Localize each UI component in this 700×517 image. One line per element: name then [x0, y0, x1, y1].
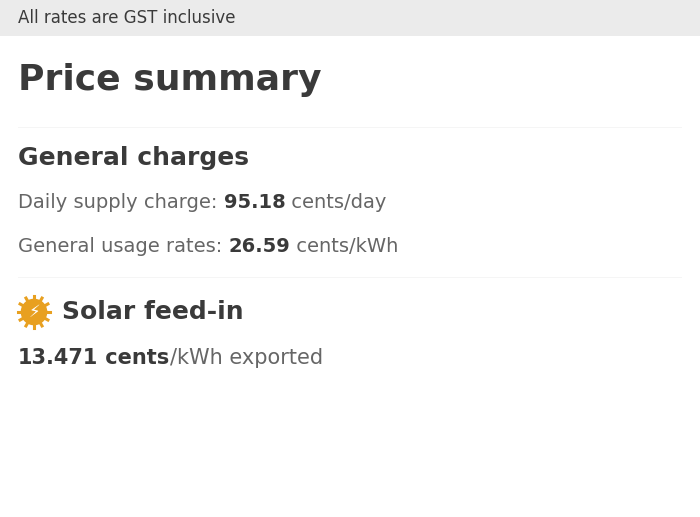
Text: General charges: General charges	[18, 146, 249, 170]
Text: All rates are GST inclusive: All rates are GST inclusive	[18, 9, 235, 27]
Text: Daily supply charge:: Daily supply charge:	[18, 192, 223, 211]
Text: cents: cents	[99, 348, 169, 368]
Text: Price summary: Price summary	[18, 63, 321, 97]
Text: cents/kWh: cents/kWh	[290, 236, 398, 255]
Text: 26.59: 26.59	[228, 236, 290, 255]
Text: cents/day: cents/day	[286, 192, 386, 211]
Text: 95.18: 95.18	[223, 192, 286, 211]
Text: ⚡: ⚡	[28, 303, 40, 321]
Text: Solar feed-in: Solar feed-in	[62, 300, 244, 324]
Text: 13.471: 13.471	[18, 348, 99, 368]
Text: General usage rates:: General usage rates:	[18, 236, 228, 255]
Text: /kWh exported: /kWh exported	[169, 348, 323, 368]
